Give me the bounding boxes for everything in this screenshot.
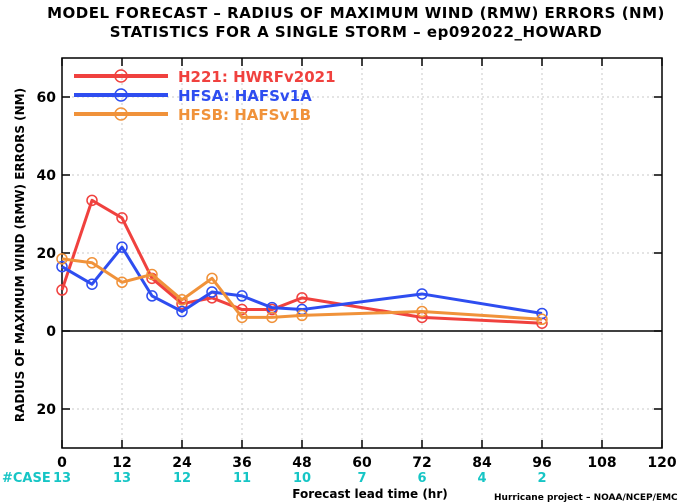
chart-subtitle: STATISTICS FOR A SINGLE STORM – ep092022… [110, 23, 602, 41]
data-point [176, 294, 188, 306]
x-tick-label: 96 [532, 455, 551, 471]
data-point [146, 268, 158, 281]
x-tick-label: 72 [412, 455, 431, 471]
x-tick-label: 12 [112, 455, 131, 471]
legend-marker [114, 88, 128, 102]
credit-text: Hurricane project – NOAA/NCEP/EMC [494, 493, 678, 503]
y-tick-label: 20 [37, 246, 57, 262]
data-point [116, 212, 128, 224]
data-point [416, 305, 428, 318]
x-tick-label: 108 [587, 455, 616, 471]
x-tick-label: 60 [352, 455, 372, 471]
case-count: 2 [537, 471, 546, 486]
case-count: 4 [477, 471, 486, 486]
data-point [416, 288, 428, 300]
y-tick-label: 0 [46, 324, 56, 340]
data-point [236, 311, 248, 324]
data-point [296, 309, 308, 322]
data-point [296, 292, 308, 304]
x-axis-label: Forecast lead time (hr) [292, 487, 448, 501]
legend-label: HFSB: HAFSv1B [178, 106, 311, 124]
case-count: 7 [357, 471, 366, 486]
series-line [61, 257, 543, 321]
data-point [266, 311, 278, 324]
legend-label: HFSA: HAFSv1A [178, 87, 312, 105]
data-point [176, 305, 188, 318]
case-count: 13 [113, 471, 131, 486]
case-label: #CASE [2, 471, 51, 486]
y-tick-label: 20 [37, 402, 57, 418]
legend-label: H221: HWRFv2021 [178, 68, 336, 86]
data-point [116, 241, 128, 253]
x-tick-label: 24 [172, 455, 192, 471]
data-point [206, 286, 218, 298]
case-count: 11 [233, 471, 251, 486]
case-count: 6 [417, 471, 426, 486]
x-tick-label: 120 [647, 455, 676, 471]
data-point [146, 290, 158, 302]
data-point [56, 253, 68, 265]
data-point [86, 278, 98, 290]
legend-marker [114, 107, 128, 121]
x-tick-label: 36 [232, 455, 251, 471]
y-tick-label: 40 [37, 168, 57, 184]
data-point [206, 272, 218, 285]
series-line [61, 245, 543, 315]
data-point [116, 276, 128, 288]
case-count: 10 [293, 471, 311, 486]
legend-marker [114, 69, 128, 83]
data-point [56, 284, 68, 296]
data-point [86, 194, 98, 207]
x-tick-label: 84 [472, 455, 492, 471]
data-point [236, 290, 248, 302]
data-point [536, 313, 548, 326]
case-count: 12 [173, 471, 191, 486]
y-tick-label: 60 [37, 90, 57, 106]
data-point [86, 257, 98, 269]
case-count: 13 [53, 471, 71, 486]
chart-title: MODEL FORECAST – RADIUS OF MAXIMUM WIND … [47, 4, 665, 22]
y-axis-label: RADIUS OF MAXIMUM WIND (RMW) ERRORS (NM) [13, 88, 27, 422]
x-tick-label: 0 [57, 455, 67, 471]
x-tick-label: 48 [292, 455, 311, 471]
data-point [56, 260, 68, 273]
